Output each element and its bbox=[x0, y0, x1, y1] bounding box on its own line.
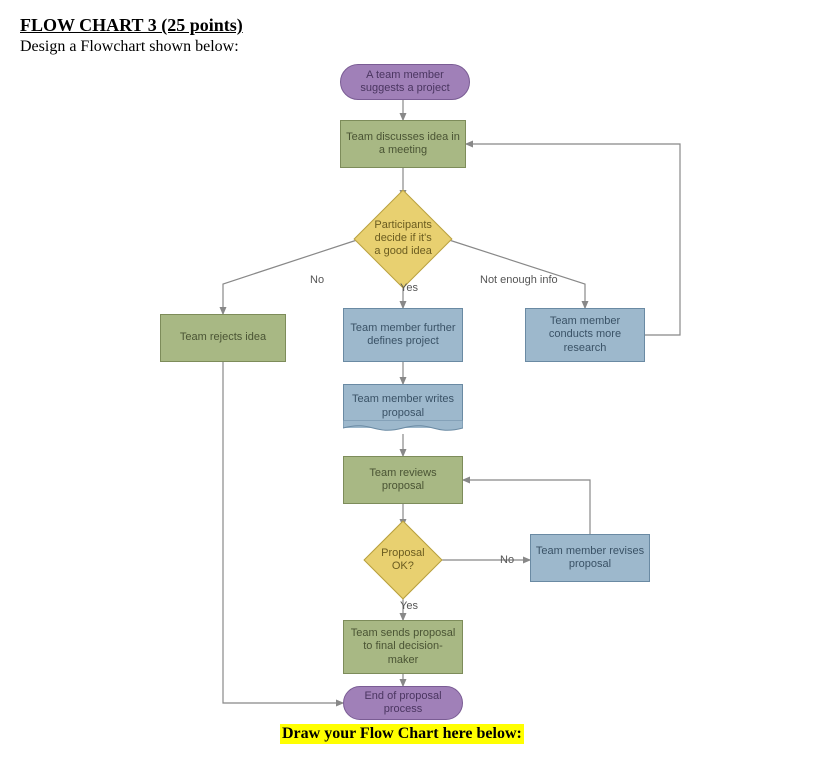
edge-label: Not enough info bbox=[480, 274, 558, 286]
page-subtitle: Design a Flowchart shown below: bbox=[20, 38, 819, 56]
node-ok: Proposal OK? bbox=[363, 520, 442, 599]
node-reject: Team rejects idea bbox=[160, 314, 286, 362]
edge-label: Yes bbox=[400, 282, 418, 294]
node-discuss: Team discusses idea in a meeting bbox=[340, 120, 466, 168]
node-decide: Participants decide if it's a good idea bbox=[354, 190, 453, 289]
node-start: A team member suggests a project bbox=[340, 64, 470, 100]
node-end: End of proposal process bbox=[343, 686, 463, 720]
edge-label: No bbox=[500, 554, 514, 566]
node-write: Team member writes proposal bbox=[343, 384, 463, 428]
edge-label: Yes bbox=[400, 600, 418, 612]
node-revise: Team member revises proposal bbox=[530, 534, 650, 582]
flowchart-canvas: A team member suggests a project Team dis… bbox=[20, 64, 820, 724]
instruction-footer: Draw your Flow Chart here below: bbox=[280, 724, 524, 744]
node-research: Team member conducts more research bbox=[525, 308, 645, 362]
node-send: Team sends proposal to final decision-ma… bbox=[343, 620, 463, 674]
node-review: Team reviews proposal bbox=[343, 456, 463, 504]
node-define: Team member further defines project bbox=[343, 308, 463, 362]
page-title: FLOW CHART 3 (25 points) bbox=[20, 15, 819, 36]
edge-label: No bbox=[310, 274, 324, 286]
